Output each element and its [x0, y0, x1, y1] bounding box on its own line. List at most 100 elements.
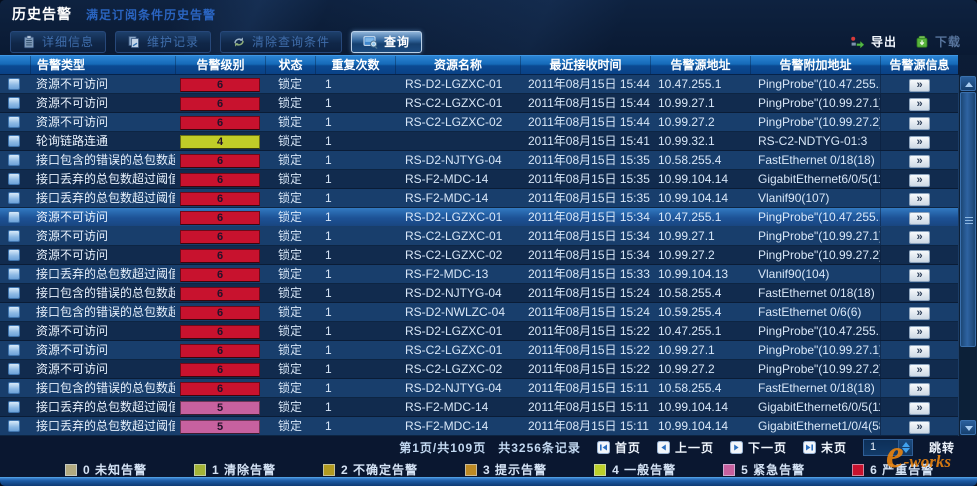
alarm-detail-button[interactable]: » — [909, 212, 930, 225]
row-checkbox[interactable] — [8, 135, 20, 147]
row-checkbox[interactable] — [8, 382, 20, 394]
table-row: 资源不可访问 6 锁定 1 RS-C2-LGZXC-02 2011年08月15日 15:4… — [0, 113, 958, 132]
alarm-table: 告警类型 告警级别 状态 重复次数 资源名称 最近接收时间 告警源地址 告警附加地址 告警源信息… — [0, 55, 977, 436]
alarm-detail-button[interactable]: » — [909, 98, 930, 111]
row-checkbox[interactable] — [8, 78, 20, 90]
row-checkbox[interactable] — [8, 287, 20, 299]
source-address-cell: 10.99.104.14 — [658, 172, 729, 186]
checkbox-cell — [0, 246, 30, 264]
alarm-detail-button[interactable]: » — [909, 250, 930, 263]
table-row: 资源不可访问 6 锁定 1 RS-D2-LGZXC-01 2011年08月15日 15:3… — [0, 208, 958, 227]
status-cell: 锁定 — [277, 267, 302, 281]
row-checkbox[interactable] — [8, 268, 20, 280]
prev-page-button[interactable]: 上一页 — [656, 439, 714, 456]
alarm-detail-button[interactable]: » — [909, 231, 930, 244]
row-checkbox[interactable] — [8, 401, 20, 413]
row-checkbox[interactable] — [8, 173, 20, 185]
alarm-detail-button[interactable]: » — [909, 345, 930, 358]
source-info-cell: » — [880, 189, 958, 207]
jump-button[interactable]: 跳转 — [928, 440, 955, 455]
status-cell: 锁定 — [277, 400, 302, 414]
resource-name-cell: RS-C2-LGZXC-02 — [405, 362, 503, 376]
search-icon — [363, 35, 378, 49]
source-address-cell: 10.58.255.4 — [658, 381, 722, 395]
status-cell: 锁定 — [277, 362, 302, 376]
checkbox-cell — [0, 284, 30, 302]
alarm-detail-button[interactable]: » — [909, 79, 930, 92]
page-spinner-arrows[interactable] — [897, 439, 912, 455]
received-time-cell: 2011年08月15日 15:44:42 — [528, 115, 650, 129]
severity-cell: 5 — [175, 417, 265, 435]
alarm-detail-button[interactable]: » — [909, 155, 930, 168]
row-checkbox[interactable] — [8, 249, 20, 261]
alarm-type-cell: 接口丢弃的总包数超过阈值 — [36, 400, 175, 414]
scroll-down-button[interactable] — [960, 420, 976, 435]
alarm-detail-button[interactable]: » — [909, 288, 930, 301]
legend-item-severity-5: 5 紧急告警 — [723, 461, 805, 478]
alarm-detail-button[interactable]: » — [909, 193, 930, 206]
severity-badge: 6 — [180, 325, 260, 339]
checkbox-cell — [0, 208, 30, 226]
vertical-scrollbar[interactable] — [958, 75, 977, 436]
repeat-count-cell: 1 — [325, 267, 332, 281]
export-button-label: 导出 — [870, 35, 897, 49]
query-button[interactable]: 查询 — [351, 30, 423, 53]
row-checkbox[interactable] — [8, 344, 20, 356]
alarm-detail-button[interactable]: » — [909, 402, 930, 415]
resource-name-cell: RS-C2-LGZXC-02 — [405, 115, 503, 129]
source-address-cell: 10.99.27.1 — [658, 343, 715, 357]
severity-badge: 6 — [180, 268, 260, 282]
repeat-count-cell: 1 — [325, 286, 332, 300]
legend-label: 6 严重告警 — [870, 463, 935, 477]
detail-info-button[interactable]: 详细信息 — [10, 30, 107, 53]
maintain-record-button[interactable]: 维护记录 — [115, 30, 212, 53]
row-checkbox[interactable] — [8, 116, 20, 128]
row-checkbox[interactable] — [8, 154, 20, 166]
severity-badge: 6 — [180, 230, 260, 244]
table-row: 资源不可访问 6 锁定 1 RS-C2-LGZXC-01 2011年08月15日 15:2… — [0, 341, 958, 360]
alarm-detail-button[interactable]: » — [909, 117, 930, 130]
alarm-detail-button[interactable]: » — [909, 364, 930, 377]
alarm-detail-button[interactable]: » — [909, 307, 930, 320]
resource-name-cell: RS-C2-LGZXC-01 — [405, 343, 503, 357]
checkbox-cell — [0, 151, 30, 169]
source-info-cell: » — [880, 379, 958, 397]
bottom-edge — [0, 477, 977, 486]
alarm-detail-button[interactable]: » — [909, 136, 930, 149]
source-info-cell: » — [880, 265, 958, 283]
export-button[interactable]: 导出 — [850, 33, 897, 50]
resource-name-cell: RS-D2-LGZXC-01 — [405, 324, 503, 338]
download-button[interactable]: 下载 — [915, 33, 961, 50]
alarm-detail-button[interactable]: » — [909, 269, 930, 282]
scroll-up-button[interactable] — [960, 76, 976, 91]
checkbox-cell — [0, 170, 30, 188]
page-subtitle: 满足订阅条件历史告警 — [86, 7, 217, 22]
severity-color-swatch — [465, 463, 478, 476]
row-checkbox[interactable] — [8, 306, 20, 318]
row-checkbox[interactable] — [8, 230, 20, 242]
alarm-detail-button[interactable]: » — [909, 174, 930, 187]
checkbox-cell — [0, 113, 30, 131]
legend-item-severity-6: 6 严重告警 — [852, 461, 934, 478]
row-checkbox[interactable] — [8, 192, 20, 204]
next-page-button[interactable]: 下一页 — [729, 439, 787, 456]
received-time-cell: 2011年08月15日 15:22:30 — [528, 343, 650, 357]
first-page-button[interactable]: 首页 — [596, 439, 641, 456]
scroll-thumb[interactable] — [960, 92, 976, 347]
row-checkbox[interactable] — [8, 325, 20, 337]
alarm-detail-button[interactable]: » — [909, 326, 930, 339]
table-row: 资源不可访问 6 锁定 1 RS-D2-LGZXC-01 2011年08月15日 15:4… — [0, 75, 958, 94]
last-page-button[interactable]: 末页 — [802, 439, 847, 456]
row-checkbox[interactable] — [8, 211, 20, 223]
alarm-detail-button[interactable]: » — [909, 421, 930, 434]
row-checkbox[interactable] — [8, 97, 20, 109]
row-checkbox[interactable] — [8, 363, 20, 375]
page-number-input[interactable] — [863, 439, 898, 455]
clear-query-button[interactable]: 清除查询条件 — [220, 30, 343, 53]
record-icon — [127, 35, 141, 49]
severity-cell: 5 — [175, 398, 265, 416]
alarm-detail-button[interactable]: » — [909, 383, 930, 396]
row-checkbox[interactable] — [8, 420, 20, 432]
alarm-type-cell: 接口丢弃的总包数超过阈值 — [36, 267, 175, 281]
received-time-cell: 2011年08月15日 15:34:05 — [528, 210, 650, 224]
